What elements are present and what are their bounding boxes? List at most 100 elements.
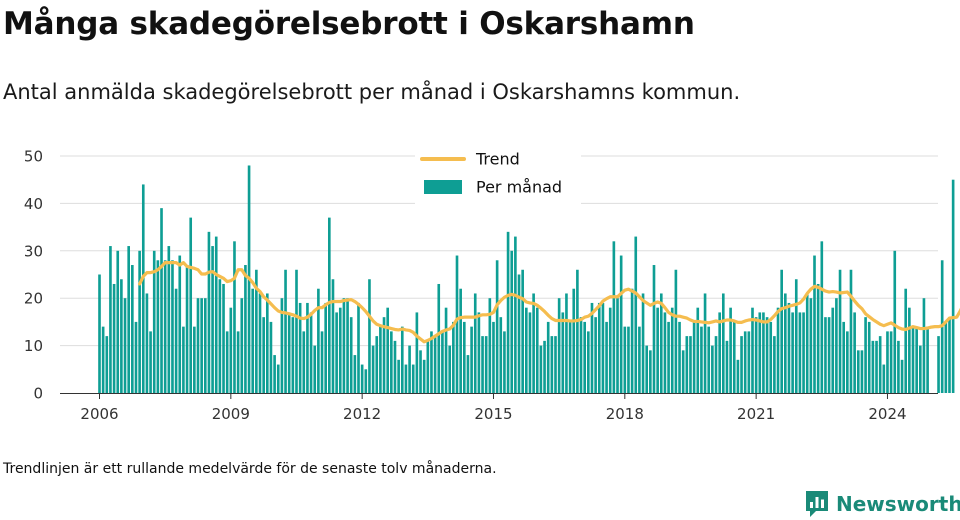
bar xyxy=(743,331,747,393)
bar xyxy=(776,307,780,393)
bar xyxy=(233,241,236,393)
x-tick-label: 2021 xyxy=(737,405,775,423)
bar xyxy=(273,355,276,393)
bar xyxy=(784,293,787,393)
bar xyxy=(156,260,160,393)
bar xyxy=(856,350,860,393)
bar xyxy=(331,279,335,393)
bar xyxy=(473,293,477,393)
bar xyxy=(510,250,514,393)
bar xyxy=(163,260,167,393)
bar xyxy=(167,246,171,393)
bar xyxy=(867,321,871,393)
bar xyxy=(251,288,255,393)
bar xyxy=(846,331,849,393)
x-tick-label: 2006 xyxy=(80,405,118,423)
bar xyxy=(619,255,623,393)
bar xyxy=(309,312,313,393)
bar xyxy=(503,331,506,393)
bar xyxy=(802,312,805,393)
bar xyxy=(714,336,718,393)
bar xyxy=(915,326,918,393)
bar xyxy=(353,355,357,393)
y-tick-label: 30 xyxy=(24,242,43,260)
bar xyxy=(462,321,466,393)
bar xyxy=(897,340,900,393)
bar xyxy=(298,302,302,393)
bar xyxy=(889,331,893,393)
bar xyxy=(630,288,634,393)
bar xyxy=(787,302,791,393)
bar xyxy=(758,312,762,393)
bar xyxy=(649,350,652,393)
y-tick-label: 40 xyxy=(24,195,43,213)
bar xyxy=(138,250,141,393)
bar xyxy=(105,336,109,393)
bar xyxy=(908,307,911,393)
legend-bar-swatch xyxy=(424,180,462,194)
bar xyxy=(415,312,419,393)
bar xyxy=(284,269,287,393)
bar xyxy=(623,326,627,393)
bar xyxy=(109,246,112,393)
bar xyxy=(838,269,842,393)
legend-bar-label: Per månad xyxy=(476,178,562,197)
bar xyxy=(335,312,338,393)
bar xyxy=(408,345,411,393)
bar xyxy=(645,345,649,393)
bar xyxy=(594,317,597,393)
bar xyxy=(674,269,678,393)
bar xyxy=(437,283,441,393)
bar xyxy=(535,307,539,393)
bar xyxy=(317,288,320,393)
trend-line xyxy=(138,261,960,344)
bar xyxy=(532,293,535,393)
bar xyxy=(152,250,156,393)
y-tick-label: 20 xyxy=(24,290,43,308)
bar xyxy=(641,293,645,393)
bar xyxy=(922,298,926,393)
bar xyxy=(255,269,258,393)
bar xyxy=(240,298,244,393)
bar xyxy=(120,279,123,393)
bar xyxy=(306,302,309,393)
bar xyxy=(324,302,327,393)
x-axis-ticks: 2006 2009 2012 2015 2018 2021 2024 xyxy=(80,393,907,423)
bar xyxy=(499,317,503,393)
bar xyxy=(225,331,229,393)
bar xyxy=(291,317,295,393)
bar xyxy=(313,345,317,393)
y-tick-label: 0 xyxy=(33,385,43,403)
bar xyxy=(587,331,590,393)
bar xyxy=(612,241,616,393)
bar xyxy=(721,293,725,393)
bar xyxy=(342,298,346,393)
bar xyxy=(430,331,433,393)
bar xyxy=(951,179,955,393)
bar xyxy=(681,350,685,393)
legend: Trend Per månad xyxy=(415,146,581,204)
bar xyxy=(514,236,517,393)
bar xyxy=(470,326,473,393)
bar xyxy=(816,283,820,393)
bar xyxy=(116,250,120,393)
bar xyxy=(561,312,565,393)
bar xyxy=(900,359,904,393)
bar xyxy=(627,326,630,393)
bar xyxy=(112,283,116,393)
bar xyxy=(765,317,769,393)
bar xyxy=(492,321,495,393)
bar xyxy=(667,321,670,393)
bar xyxy=(244,265,247,393)
bar xyxy=(853,312,856,393)
bar xyxy=(131,265,134,393)
bar xyxy=(459,288,462,393)
bar xyxy=(411,364,415,393)
bar xyxy=(433,336,437,393)
bar xyxy=(466,355,470,393)
bar xyxy=(882,364,886,393)
bar xyxy=(379,326,382,393)
bar xyxy=(725,340,729,393)
bar xyxy=(134,321,138,393)
bar xyxy=(236,331,240,393)
